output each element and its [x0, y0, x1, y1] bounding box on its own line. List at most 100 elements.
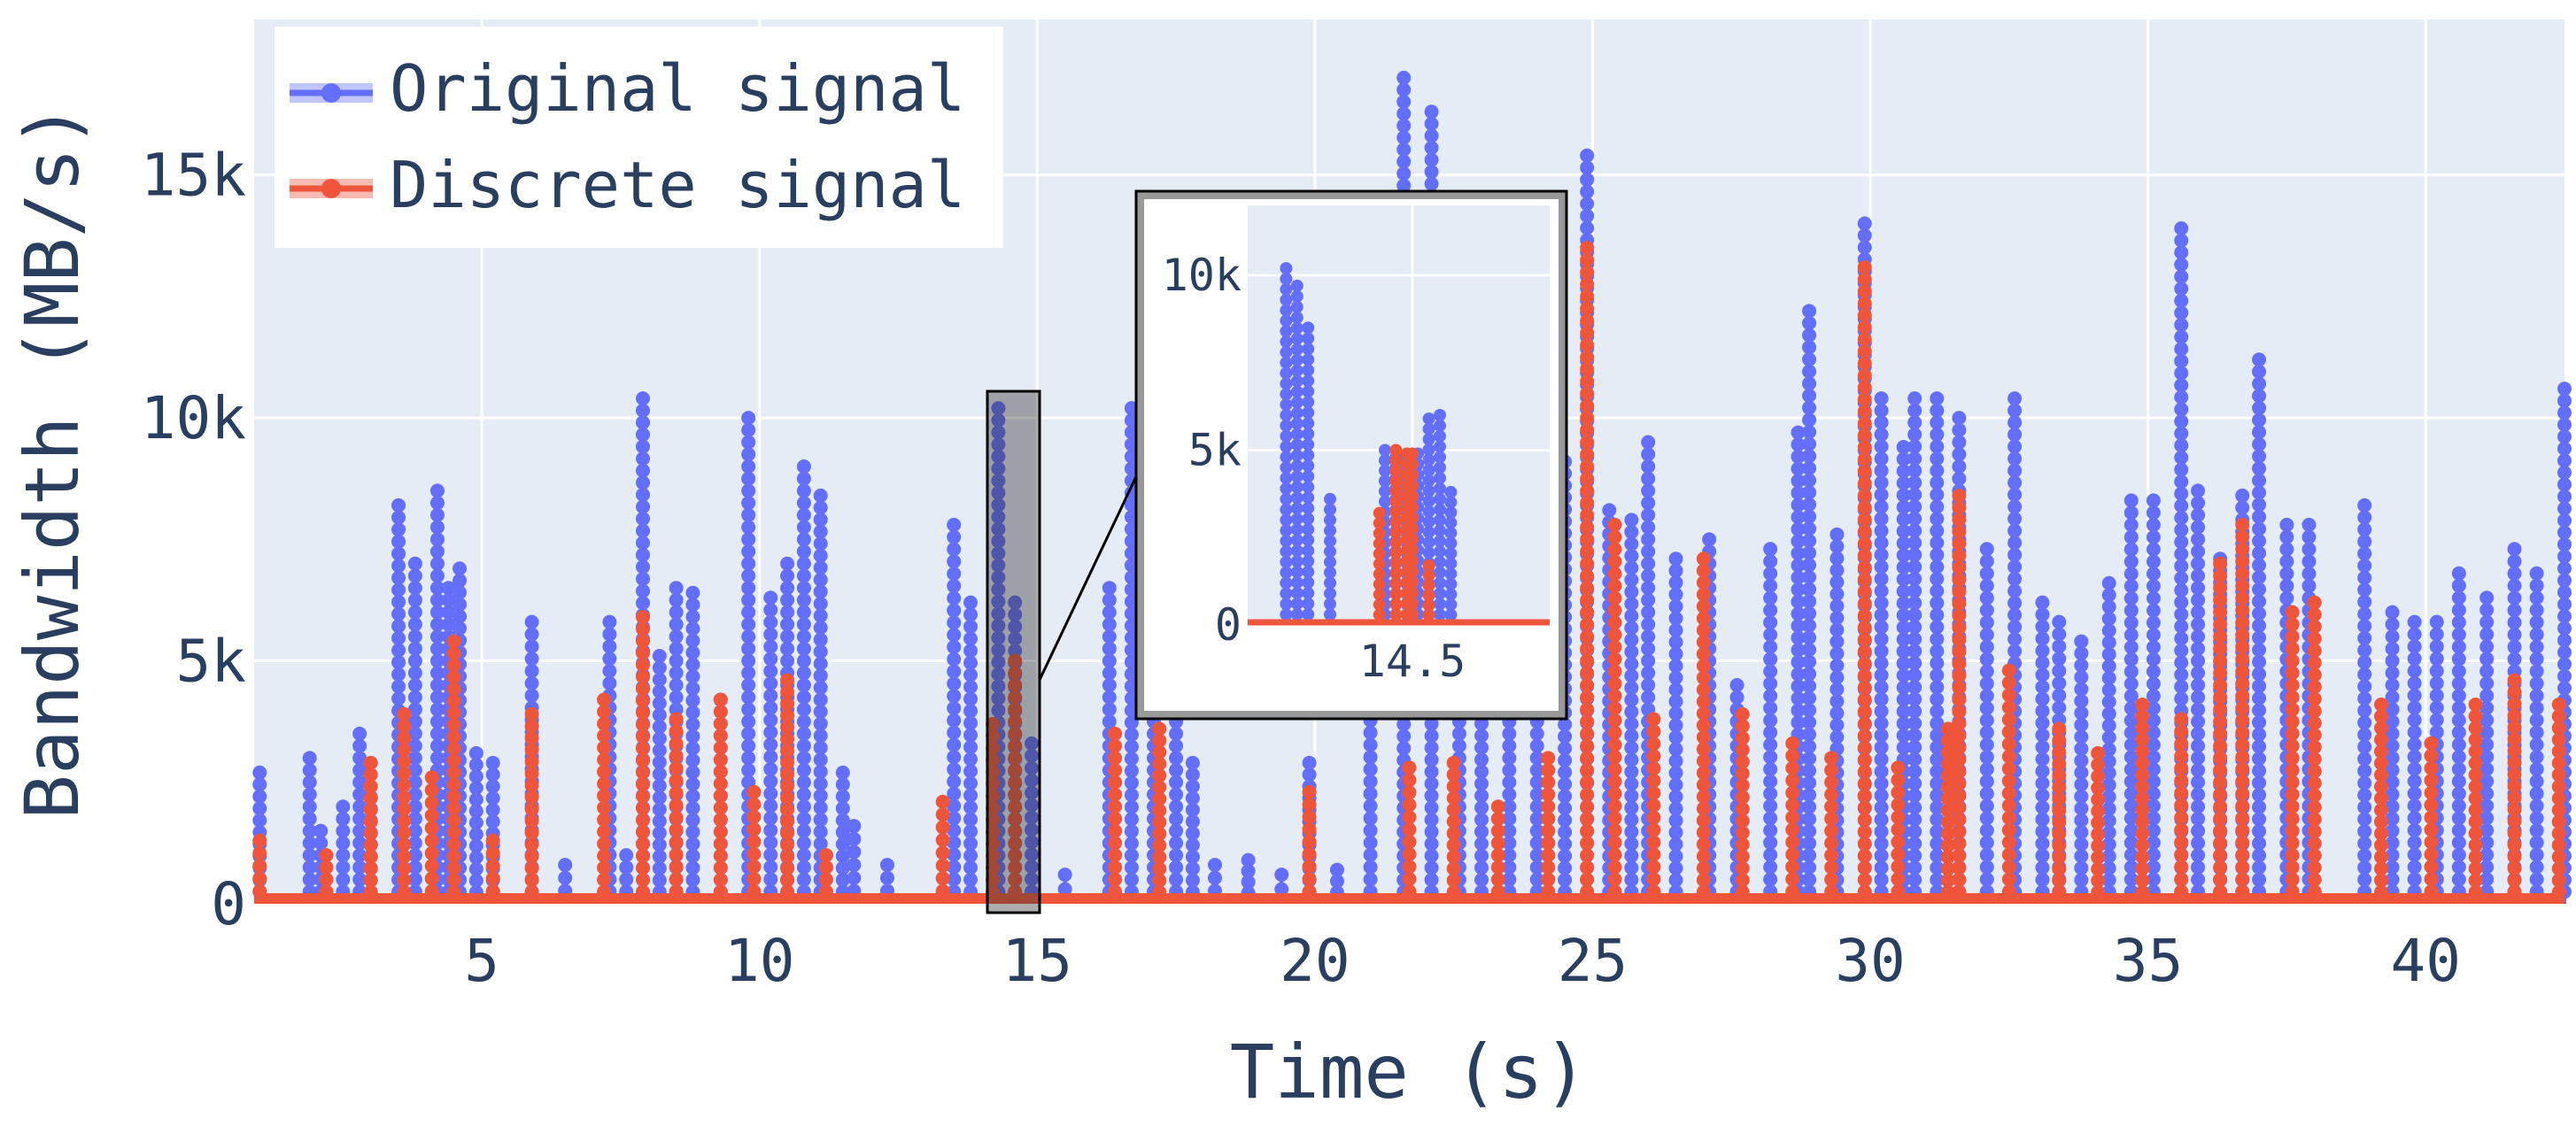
data-point	[1896, 536, 1911, 551]
data-point	[1874, 559, 1889, 575]
data-point	[835, 765, 850, 780]
data-point	[1185, 802, 1200, 817]
data-point	[1290, 576, 1303, 590]
data-point	[453, 561, 468, 576]
data-point	[796, 714, 811, 729]
inset-x-tick-label: 14.5	[1359, 636, 1466, 687]
data-point	[1646, 724, 1661, 739]
data-point	[2007, 391, 2023, 406]
data-point	[302, 787, 317, 802]
data-point	[1763, 554, 1778, 569]
data-point	[424, 795, 439, 810]
data-point	[1422, 579, 1435, 592]
data-point	[636, 645, 651, 660]
data-point	[1696, 587, 1711, 602]
data-point	[1580, 220, 1595, 235]
data-point	[1624, 776, 1639, 791]
data-point	[780, 849, 795, 864]
data-point	[1874, 463, 1889, 478]
data-point	[2357, 655, 2372, 670]
data-point	[1124, 775, 1139, 791]
data-point	[1907, 403, 1922, 418]
data-point	[1930, 837, 1945, 852]
data-point	[597, 788, 612, 803]
data-point	[1580, 435, 1595, 450]
data-point	[652, 849, 667, 864]
data-point	[1952, 692, 1967, 707]
data-point	[741, 617, 756, 632]
data-point	[2146, 786, 2161, 801]
data-point	[2007, 475, 2023, 490]
data-point	[2174, 233, 2189, 248]
data-point	[1580, 714, 1595, 729]
data-point	[2174, 221, 2189, 236]
data-point	[2007, 536, 2023, 551]
data-point	[2385, 714, 2400, 729]
data-point	[453, 609, 468, 624]
data-point	[2307, 679, 2322, 694]
data-point	[2213, 799, 2228, 814]
data-point	[2174, 245, 2189, 260]
data-point	[1641, 556, 1656, 571]
data-point	[2074, 658, 2089, 673]
data-point	[485, 767, 500, 783]
data-point	[2052, 826, 2067, 841]
data-point	[2074, 849, 2089, 864]
data-point	[947, 713, 962, 728]
data-point	[2235, 578, 2250, 593]
data-point	[1624, 860, 1639, 875]
data-point	[2135, 791, 2150, 806]
data-point	[407, 860, 422, 875]
data-point	[1607, 517, 1622, 532]
data-point	[485, 833, 500, 848]
data-point	[2357, 546, 2372, 561]
data-point	[1907, 536, 1922, 551]
data-point	[1896, 488, 1911, 503]
data-point	[2507, 826, 2522, 841]
data-point	[1290, 534, 1303, 547]
data-point	[1008, 702, 1023, 717]
data-point	[685, 872, 700, 887]
data-point	[524, 814, 539, 829]
data-point	[2468, 837, 2483, 852]
data-point	[1008, 787, 1023, 802]
data-point	[986, 776, 1001, 791]
data-point	[1389, 495, 1403, 508]
data-point	[397, 837, 412, 852]
data-point	[2252, 400, 2267, 415]
data-point	[1185, 837, 1200, 852]
data-point	[2301, 517, 2317, 532]
data-point	[1424, 716, 1439, 731]
data-point	[669, 653, 684, 668]
data-point	[1641, 483, 1656, 498]
data-point	[597, 884, 612, 899]
data-point	[685, 609, 700, 624]
data-point	[2001, 761, 2016, 776]
data-point	[597, 872, 612, 887]
data-point	[1558, 873, 1573, 887]
data-point	[1874, 523, 1889, 538]
data-point	[652, 791, 667, 806]
data-point	[1580, 568, 1595, 583]
data-point	[1874, 451, 1889, 467]
data-point	[636, 777, 651, 792]
data-point	[468, 769, 483, 784]
data-point	[1624, 681, 1639, 696]
data-point	[1896, 704, 1911, 719]
data-point	[1444, 608, 1458, 621]
data-point	[2529, 823, 2544, 838]
data-point	[1791, 594, 1806, 609]
data-point	[1379, 495, 1391, 508]
data-point	[2235, 823, 2250, 838]
data-point	[685, 717, 700, 732]
data-point	[2007, 415, 2023, 430]
data-point	[1541, 884, 1556, 899]
data-point	[947, 798, 962, 814]
data-point	[252, 859, 267, 874]
data-point	[2052, 675, 2067, 690]
data-point	[2052, 768, 2067, 783]
data-point	[713, 837, 728, 852]
data-point	[1802, 763, 1817, 778]
data-point	[1422, 422, 1435, 436]
data-point	[391, 643, 406, 658]
